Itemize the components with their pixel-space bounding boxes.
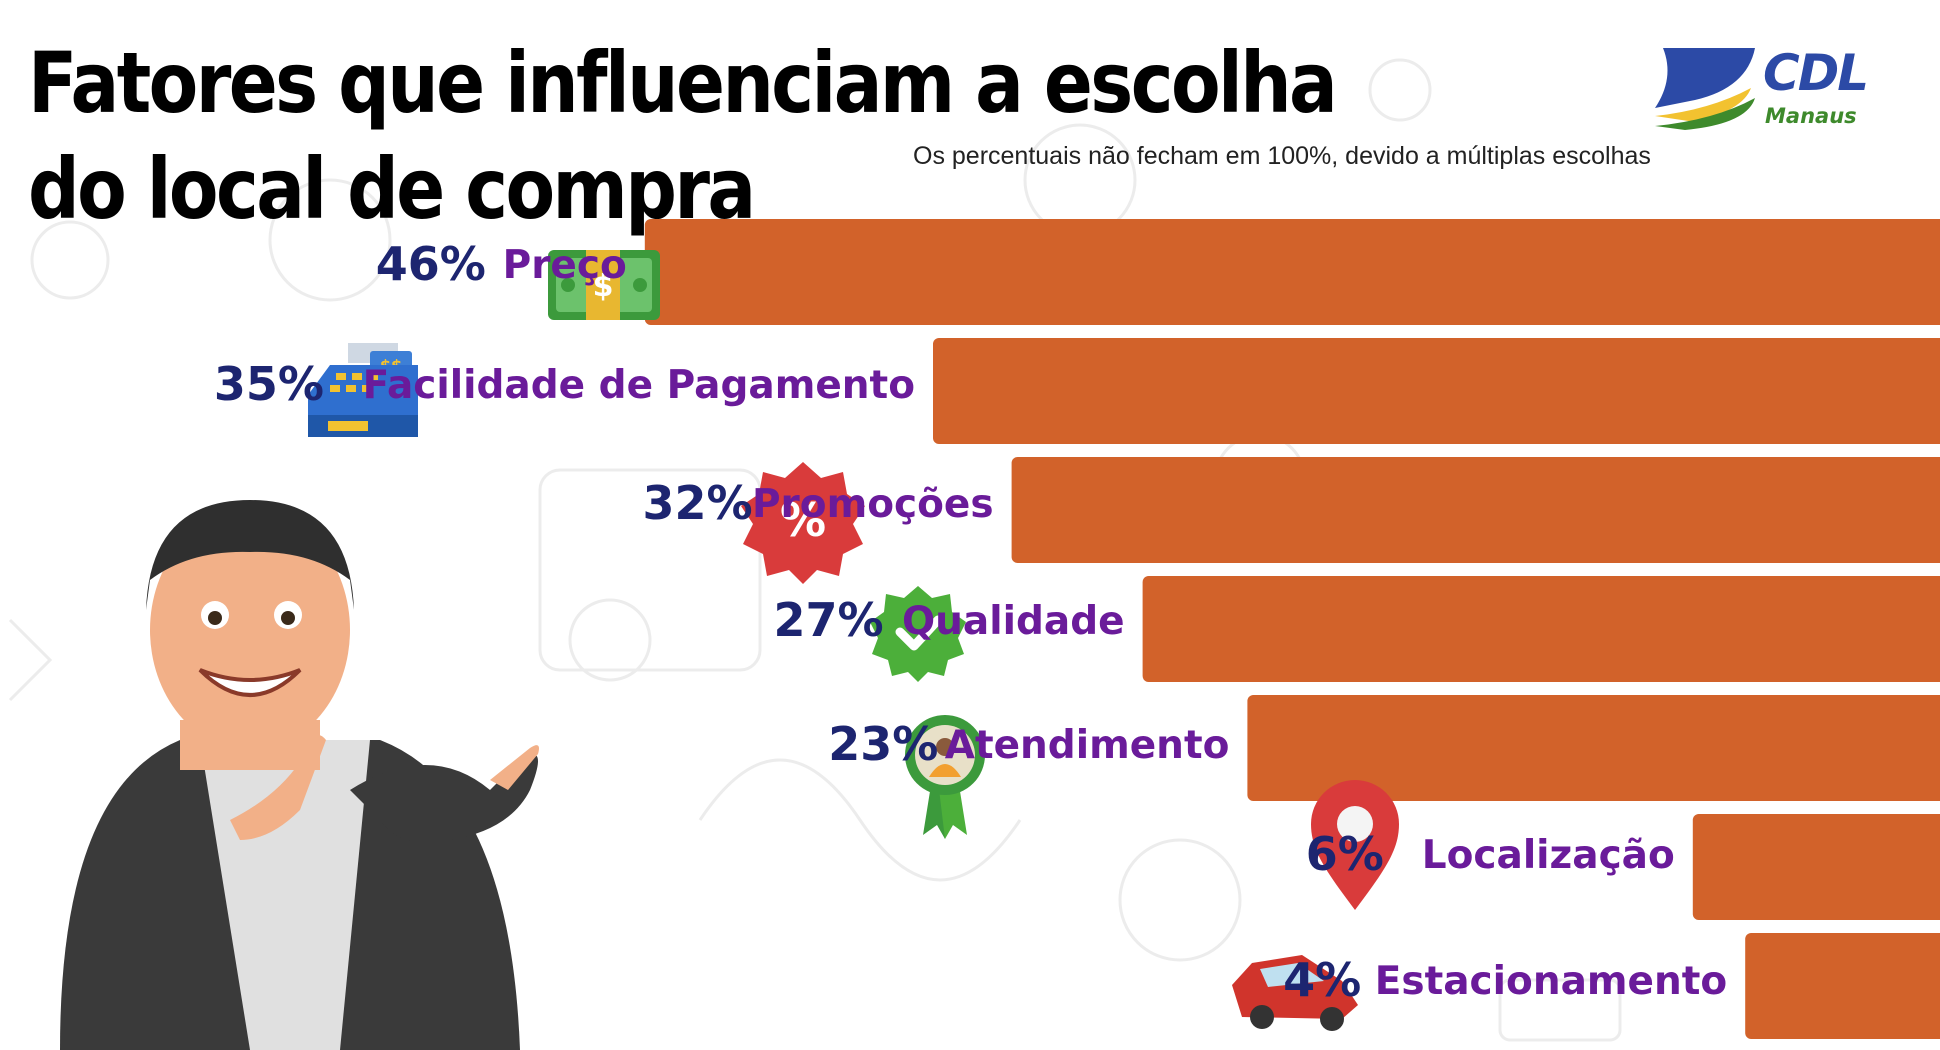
bar-0 bbox=[644, 219, 1940, 325]
logo-name: CDL bbox=[1763, 44, 1869, 102]
discount-badge-icon: % bbox=[741, 462, 865, 584]
category-label-0: Preço bbox=[503, 243, 627, 288]
award-ribbon-icon bbox=[905, 715, 985, 839]
value-label-3: 27% bbox=[773, 593, 883, 647]
value-label-1: 35% bbox=[214, 357, 324, 411]
value-label-5: 6% bbox=[1306, 827, 1384, 881]
bar-5 bbox=[1692, 814, 1940, 920]
value-label-6: 4% bbox=[1283, 953, 1361, 1007]
logo-mark-icon bbox=[1655, 48, 1755, 130]
svg-text:%: % bbox=[780, 493, 826, 547]
category-label-2: Promoções bbox=[752, 482, 994, 527]
cash-register-icon: $$ bbox=[308, 343, 418, 437]
category-label-5: Localização bbox=[1422, 833, 1675, 878]
chart-subtitle: Os percentuais não fecham em 100%, devid… bbox=[913, 142, 1651, 170]
bar-6 bbox=[1745, 933, 1940, 1039]
page-title: Fatores que influenciam a escolha do loc… bbox=[28, 34, 1338, 238]
bar-4 bbox=[1247, 695, 1940, 801]
category-label-6: Estacionamento bbox=[1375, 959, 1727, 1004]
value-label-2: 32% bbox=[642, 476, 752, 530]
cdl-logo: CDL Manaus bbox=[1655, 44, 1870, 133]
category-label-1: Facilidade de Pagamento bbox=[363, 363, 915, 408]
car-icon bbox=[1232, 955, 1358, 1031]
bar-2 bbox=[1011, 457, 1940, 563]
value-label-4: 23% bbox=[828, 717, 938, 771]
location-pin-icon bbox=[1311, 780, 1399, 910]
money-icon: $ bbox=[548, 250, 660, 320]
svg-text:$: $ bbox=[593, 269, 614, 304]
category-label-3: Qualidade bbox=[902, 599, 1125, 644]
bar-3 bbox=[1142, 576, 1940, 682]
person-illustration bbox=[60, 500, 539, 1050]
value-label-0: 46% bbox=[376, 237, 486, 291]
logo-subtitle: Manaus bbox=[1765, 104, 1857, 128]
category-label-4: Atendimento bbox=[945, 723, 1230, 768]
bar-1 bbox=[933, 338, 1940, 444]
check-badge-icon bbox=[870, 586, 966, 682]
